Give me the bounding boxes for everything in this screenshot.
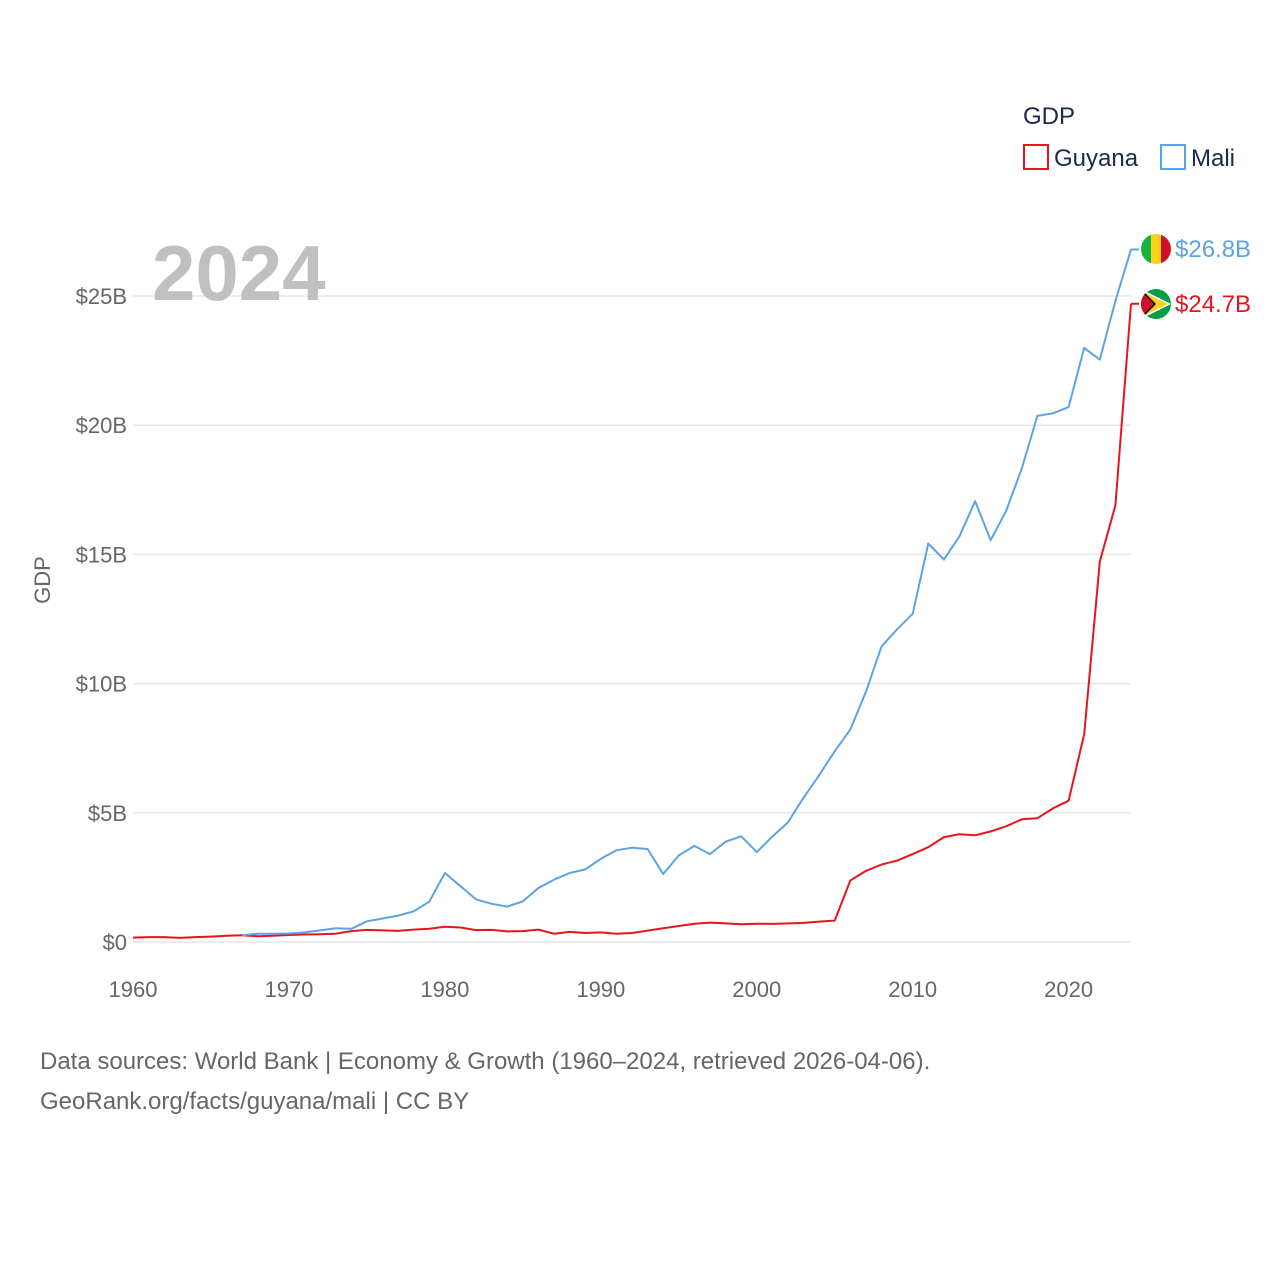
end-label-guyana: $24.7B <box>1175 291 1251 318</box>
legend-item-guyana[interactable]: Guyana <box>1023 144 1139 172</box>
source-line-1: Data sources: World Bank | Economy & Gro… <box>40 1048 931 1075</box>
source-line-2: GeoRank.org/facts/guyana/mali | CC BY <box>40 1088 470 1115</box>
legend-label-guyana: Guyana <box>1054 145 1139 172</box>
y-tick-label: $15B <box>76 542 127 567</box>
end-label-mali: $26.8B <box>1175 236 1251 263</box>
legend-label-mali: Mali <box>1191 145 1235 172</box>
x-tick-label: 1960 <box>109 977 158 1002</box>
legend-swatch-mali <box>1160 144 1186 170</box>
grid-lines <box>133 295 1131 943</box>
y-tick-label: $20B <box>76 413 127 438</box>
x-axis-ticks: 1960 1970 1980 1990 2000 2010 2020 <box>109 977 1094 1002</box>
series-line-mali <box>242 249 1132 937</box>
current-year-label: 2024 <box>152 229 326 317</box>
legend: GDP Guyana Mali <box>1023 103 1235 172</box>
series-line-guyana <box>132 303 1132 939</box>
y-tick-label: $10B <box>76 672 127 697</box>
y-tick-label: $0 <box>103 930 127 955</box>
guyana-flag-icon <box>1141 289 1171 319</box>
mali-flag-icon <box>1141 234 1171 264</box>
x-tick-label: 1970 <box>264 977 313 1002</box>
x-tick-label: 1980 <box>420 977 469 1002</box>
x-tick-label: 1990 <box>576 977 625 1002</box>
x-tick-label: 2020 <box>1044 977 1093 1002</box>
series-lines <box>132 248 1139 939</box>
x-tick-label: 2000 <box>732 977 781 1002</box>
source-note: Data sources: World Bank | Economy & Gro… <box>40 1042 930 1122</box>
legend-swatch-guyana <box>1023 144 1049 170</box>
y-tick-label: $5B <box>88 801 127 826</box>
legend-title: GDP <box>1023 103 1075 130</box>
y-tick-label: $25B <box>76 284 127 309</box>
y-axis-label: GDP <box>30 556 55 604</box>
x-tick-label: 2010 <box>888 977 937 1002</box>
legend-item-mali[interactable]: Mali <box>1160 144 1235 172</box>
y-axis-ticks: $0 $5B $10B $15B $20B $25B <box>76 284 127 955</box>
